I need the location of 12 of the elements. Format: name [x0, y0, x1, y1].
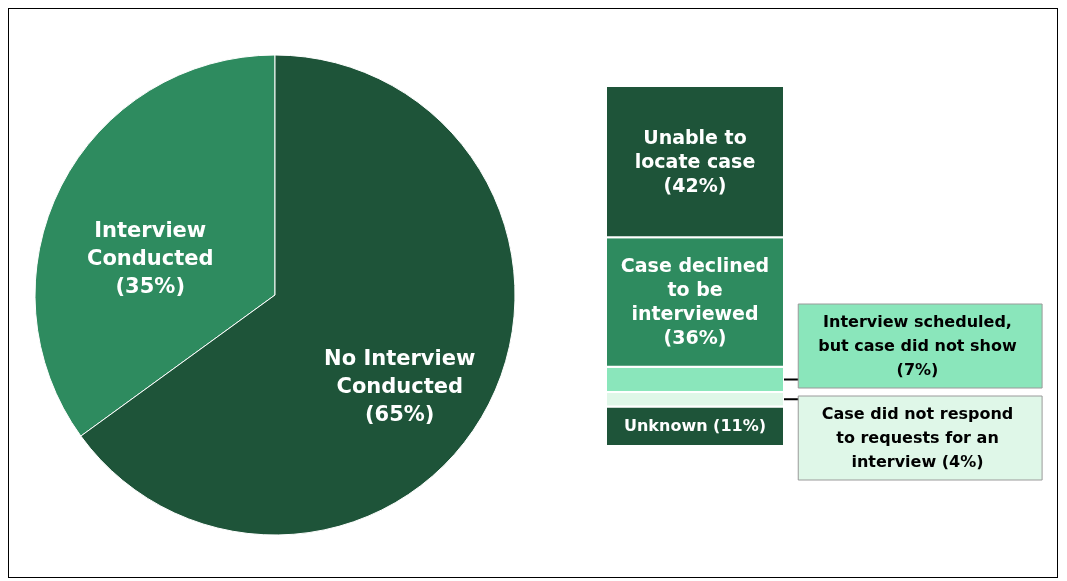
data-label: (36%): [663, 326, 727, 348]
slice-label: Interview Conducted: [86, 218, 214, 271]
data-label: (65%): [365, 401, 435, 426]
data-label: (35%): [115, 274, 185, 299]
data-label: (7%): [896, 360, 939, 379]
series-label: Unable to locate case: [634, 125, 756, 172]
text: Unknown (11%): [623, 416, 767, 436]
slice-label: No Interview Conducted: [324, 345, 476, 398]
text: Interview scheduled, but case did not show: [818, 312, 1017, 355]
text: Case did not respond to requests for an interview (4%): [821, 404, 1014, 471]
series-label: Case declined to be interviewed: [620, 254, 770, 324]
data-label: (42%): [663, 173, 727, 196]
